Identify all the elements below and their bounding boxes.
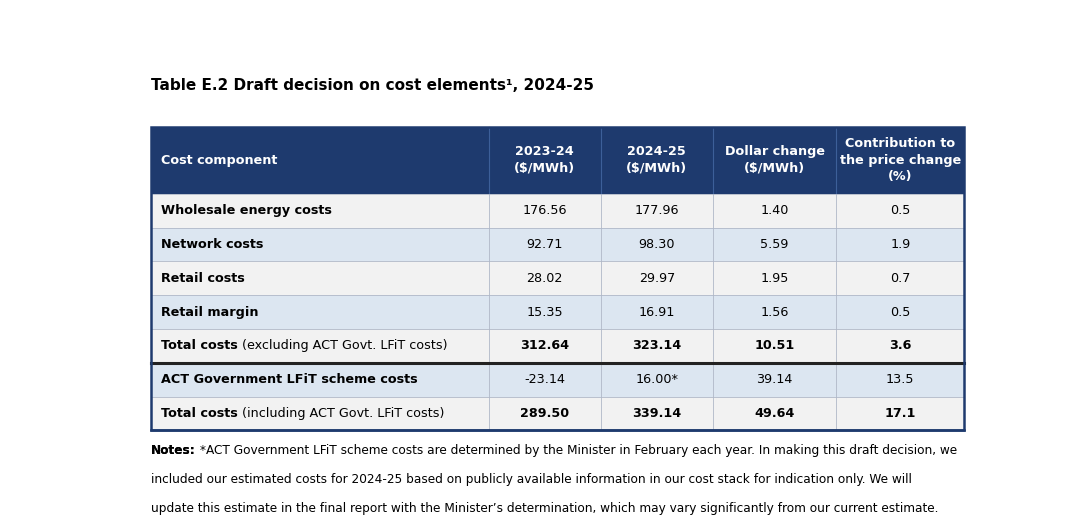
Text: Dollar change
($/MWh): Dollar change ($/MWh) xyxy=(725,145,825,175)
Text: Contribution to
the price change
(%): Contribution to the price change (%) xyxy=(840,137,961,183)
Text: Wholesale energy costs: Wholesale energy costs xyxy=(161,204,332,217)
Text: 0.5: 0.5 xyxy=(890,204,911,217)
Text: 323.14: 323.14 xyxy=(632,340,681,352)
Text: update this estimate in the final report with the Minister’s determination, whic: update this estimate in the final report… xyxy=(151,502,939,515)
Bar xyxy=(151,227,964,261)
Text: Total costs: Total costs xyxy=(161,340,238,352)
Text: 339.14: 339.14 xyxy=(632,407,681,420)
Text: 289.50: 289.50 xyxy=(520,407,569,420)
Text: 177.96: 177.96 xyxy=(634,204,679,217)
Text: *ACT Government LFiT scheme costs are determined by the Minister in February eac: *ACT Government LFiT scheme costs are de… xyxy=(196,443,957,457)
Bar xyxy=(151,397,964,431)
Text: Notes:: Notes: xyxy=(151,443,196,457)
Text: 13.5: 13.5 xyxy=(886,373,915,386)
Bar xyxy=(151,194,964,227)
Text: 1.95: 1.95 xyxy=(761,272,789,285)
Text: 10.51: 10.51 xyxy=(754,340,794,352)
Text: Total costs: Total costs xyxy=(161,407,238,420)
Text: Cost component: Cost component xyxy=(161,154,277,167)
Text: -23.14: -23.14 xyxy=(524,373,565,386)
Text: ACT Government LFiT scheme costs: ACT Government LFiT scheme costs xyxy=(161,373,418,386)
Text: 0.7: 0.7 xyxy=(890,272,911,285)
Text: 16.91: 16.91 xyxy=(639,306,675,318)
Text: Table E.2 Draft decision on cost elements¹, 2024-25: Table E.2 Draft decision on cost element… xyxy=(151,78,594,93)
Text: 2023-24
($/MWh): 2023-24 ($/MWh) xyxy=(514,145,576,175)
Text: 92.71: 92.71 xyxy=(527,238,562,251)
Text: 28.02: 28.02 xyxy=(527,272,562,285)
Text: 49.64: 49.64 xyxy=(754,407,795,420)
Text: (including ACT Govt. LFiT costs): (including ACT Govt. LFiT costs) xyxy=(238,407,444,420)
Text: (excluding ACT Govt. LFiT costs): (excluding ACT Govt. LFiT costs) xyxy=(238,340,447,352)
Text: 98.30: 98.30 xyxy=(639,238,675,251)
Text: Network costs: Network costs xyxy=(161,238,263,251)
Text: 17.1: 17.1 xyxy=(885,407,916,420)
Bar xyxy=(151,261,964,295)
Bar xyxy=(151,363,964,397)
Text: 2024-25
($/MWh): 2024-25 ($/MWh) xyxy=(627,145,688,175)
Text: 29.97: 29.97 xyxy=(639,272,675,285)
Text: 1.9: 1.9 xyxy=(890,238,911,251)
Text: 16.00*: 16.00* xyxy=(635,373,678,386)
Text: Retail costs: Retail costs xyxy=(161,272,245,285)
Text: 5.59: 5.59 xyxy=(761,238,789,251)
Bar xyxy=(151,329,964,363)
Text: Notes:: Notes: xyxy=(151,443,196,457)
Text: 39.14: 39.14 xyxy=(756,373,793,386)
Bar xyxy=(151,295,964,329)
Text: included our estimated costs for 2024-25 based on publicly available information: included our estimated costs for 2024-25… xyxy=(151,473,912,486)
Text: 312.64: 312.64 xyxy=(520,340,569,352)
Text: 1.40: 1.40 xyxy=(761,204,789,217)
Bar xyxy=(151,126,964,431)
Text: 15.35: 15.35 xyxy=(527,306,562,318)
Text: 176.56: 176.56 xyxy=(522,204,567,217)
Text: 1.56: 1.56 xyxy=(761,306,789,318)
Bar xyxy=(151,126,964,194)
Text: Retail margin: Retail margin xyxy=(161,306,259,318)
Text: 3.6: 3.6 xyxy=(889,340,912,352)
Text: 0.5: 0.5 xyxy=(890,306,911,318)
